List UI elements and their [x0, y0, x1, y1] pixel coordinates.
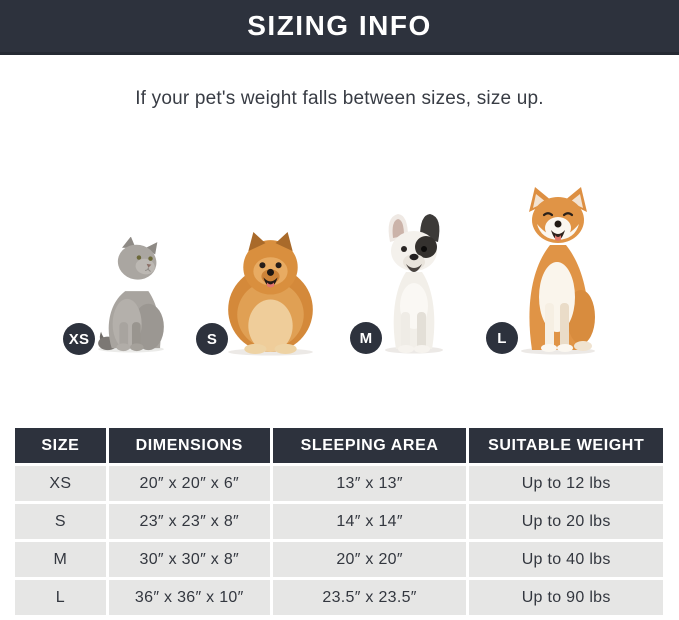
size-badge-m: M: [350, 322, 382, 354]
size-badge-l: L: [486, 322, 518, 354]
size-badge-s: S: [196, 323, 228, 355]
gray-cat-image: [92, 237, 170, 353]
cell-size: S: [12, 501, 109, 542]
cell-sleeping-area: 20″ x 20″: [269, 539, 470, 580]
cell-dimensions: 20″ x 20″ x 6″: [105, 463, 273, 504]
column-header-dimensions: DIMENSIONS: [105, 425, 273, 466]
subtitle: If your pet's weight falls between sizes…: [135, 88, 544, 109]
table-row-l: L 36″ x 36″ x 10″ 23.5″ x 23.5″ Up to 90…: [12, 577, 666, 618]
cell-sleeping-area: 14″ x 14″: [269, 501, 470, 542]
french-bulldog-illustration: [385, 214, 443, 354]
cell-size: L: [12, 577, 109, 618]
size-table-container: SIZE DIMENSIONS SLEEPING AREA SUITABLE W…: [12, 425, 666, 618]
cell-sleeping-area: 23.5″ x 23.5″: [269, 577, 470, 618]
cell-sleeping-area: 13″ x 13″: [269, 463, 470, 504]
shiba-inu-image: [515, 185, 601, 355]
size-table: SIZE DIMENSIONS SLEEPING AREA SUITABLE W…: [12, 425, 666, 618]
table-row-m: M 30″ x 30″ x 8″ 20″ x 20″ Up to 40 lbs: [12, 539, 666, 580]
shiba-inu-illustration: [521, 187, 595, 355]
cell-size: M: [12, 539, 109, 580]
pomeranian-image: [218, 229, 324, 356]
table-header-row: SIZE DIMENSIONS SLEEPING AREA SUITABLE W…: [12, 425, 666, 466]
page-title: SIZING INFO: [247, 10, 432, 41]
column-header-size: SIZE: [12, 425, 109, 466]
column-header-sleeping-area: SLEEPING AREA: [269, 425, 470, 466]
cell-suitable-weight: Up to 90 lbs: [466, 577, 666, 618]
french-bulldog-image: [381, 210, 447, 354]
cell-size: XS: [12, 463, 109, 504]
cell-dimensions: 23″ x 23″ x 8″: [105, 501, 273, 542]
cell-dimensions: 30″ x 30″ x 8″: [105, 539, 273, 580]
pets-row: XS S M L: [0, 165, 679, 370]
size-badge-xs: XS: [63, 323, 95, 355]
cell-suitable-weight: Up to 40 lbs: [466, 539, 666, 580]
cell-dimensions: 36″ x 36″ x 10″: [105, 577, 273, 618]
cell-suitable-weight: Up to 20 lbs: [466, 501, 666, 542]
column-header-suitable-weight: SUITABLE WEIGHT: [466, 425, 666, 466]
pomeranian-illustration: [228, 232, 313, 356]
table-row-xs: XS 20″ x 20″ x 6″ 13″ x 13″ Up to 12 lbs: [12, 463, 666, 504]
cell-suitable-weight: Up to 12 lbs: [466, 463, 666, 504]
cat-illustration: [98, 237, 164, 353]
header-bar: SIZING INFO: [0, 0, 679, 55]
table-row-s: S 23″ x 23″ x 8″ 14″ x 14″ Up to 20 lbs: [12, 501, 666, 542]
